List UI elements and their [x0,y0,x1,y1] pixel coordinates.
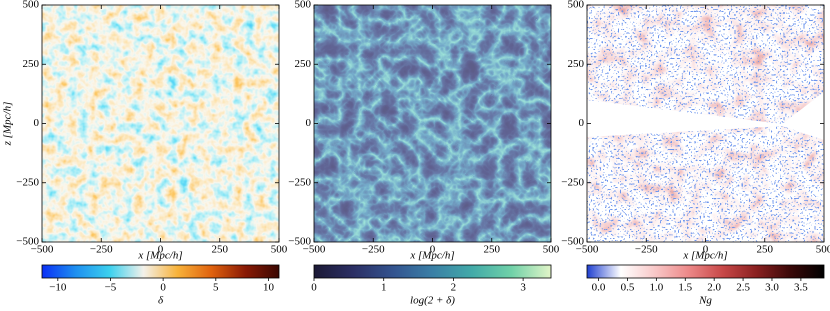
x-tick-label: 0 [703,244,709,256]
y-tick-label: −500 [561,236,584,248]
y-tick-label: −250 [16,176,39,188]
y-tick-label: 500 [23,0,40,11]
x-tick-label: 0 [430,244,436,256]
colorbar-tick-label: 2.0 [707,282,721,294]
colorbar [313,264,552,279]
y-tick-label: 250 [568,58,585,70]
x-axis-label: x [Mpc/h] [137,250,182,262]
x-axis-label: x [Mpc/h] [409,250,454,262]
colorbar-tick-label: 0 [311,282,317,294]
x-tick-label: 250 [212,244,229,256]
colorbar [41,264,280,279]
survey-mask [587,92,824,140]
density-field [314,5,551,242]
colorbar-tick-label: −10 [49,282,67,294]
colorbar-tick-label: 0.0 [592,282,606,294]
y-tick-label: 0 [34,117,40,129]
y-tick-label: 0 [579,117,585,129]
x-tick-label: 500 [543,244,560,256]
y-tick-label: 250 [295,58,312,70]
colorbar-tick-label: 5 [213,282,219,294]
colorbar-label: Ng [698,295,712,307]
colorbar-tick-label: 1.0 [649,282,663,294]
x-tick-label: −250 [90,244,113,256]
colorbar-label: log(2 + δ) [410,295,455,307]
colorbar-tick-label: 10 [263,282,275,294]
y-tick-label: 500 [568,0,585,11]
colorbar-tick-label: 3.0 [765,282,779,294]
x-tick-label: 500 [271,244,288,256]
colorbar-tick-label: 1 [381,282,387,294]
y-axis-label: z [Mpc/h] [2,102,14,147]
x-tick-label: 500 [816,244,830,256]
y-tick-label: −250 [288,176,311,188]
y-tick-label: −250 [561,176,584,188]
y-tick-label: 0 [306,117,312,129]
y-tick-label: 250 [23,58,40,70]
x-tick-label: −250 [362,244,385,256]
x-axis-label: x [Mpc/h] [682,250,727,262]
x-tick-label: 250 [757,244,774,256]
x-tick-label: −250 [635,244,658,256]
colorbar [586,264,825,279]
x-tick-label: −500 [303,244,326,256]
colorbar-tick-label: 2 [451,282,457,294]
colorbar-tick-label: 0.5 [621,282,635,294]
x-tick-label: 0 [158,244,164,256]
x-tick-label: −500 [576,244,599,256]
density-field [42,5,279,242]
y-tick-label: 500 [295,0,312,11]
colorbar-tick-label: 1.5 [678,282,692,294]
x-tick-label: −500 [31,244,54,256]
x-tick-label: 250 [484,244,501,256]
colorbar-tick-label: 2.5 [736,282,750,294]
colorbar-tick-label: 0 [160,282,166,294]
colorbar-tick-label: 3 [520,282,526,294]
colorbar-label: δ [158,295,164,307]
colorbar-tick-label: 3.5 [794,282,808,294]
y-tick-label: −500 [288,236,311,248]
y-tick-label: −500 [16,236,39,248]
colorbar-tick-label: −5 [105,282,117,294]
